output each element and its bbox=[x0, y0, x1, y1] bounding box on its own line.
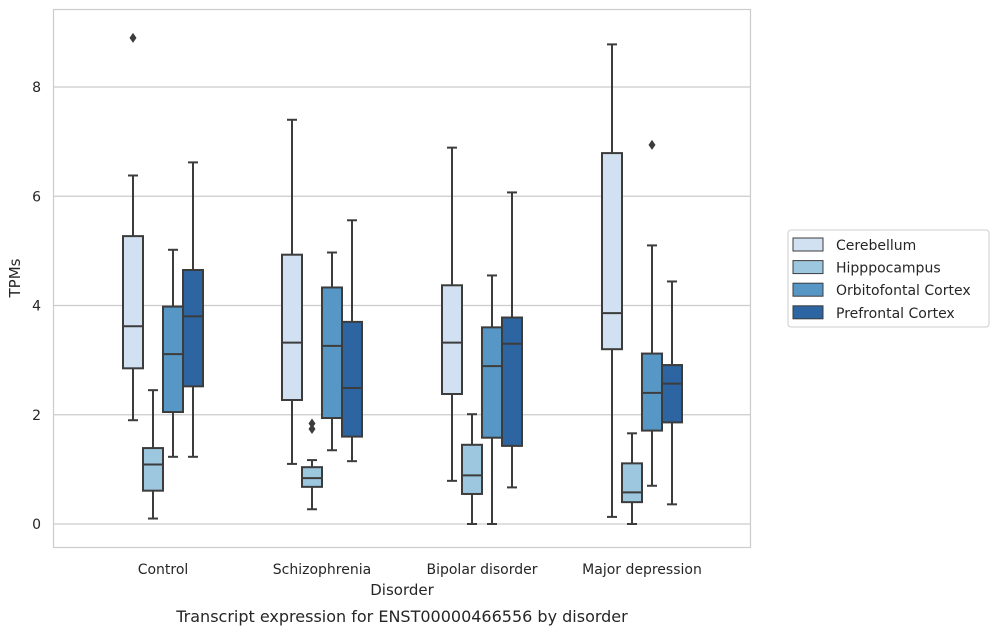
box bbox=[661, 280, 683, 506]
legend-swatch bbox=[792, 305, 824, 320]
box bbox=[601, 43, 623, 518]
y-axis-label: TPMs bbox=[6, 258, 24, 298]
box-iqr bbox=[142, 447, 164, 492]
box-iqr bbox=[481, 326, 503, 439]
box-iqr bbox=[162, 305, 184, 414]
x-tick-label: Bipolar disorder bbox=[426, 562, 537, 578]
box-series bbox=[122, 32, 683, 525]
chart-caption: Transcript expression for ENST0000046655… bbox=[175, 607, 628, 626]
box bbox=[641, 139, 663, 487]
legend-item: Hipppocampus bbox=[792, 260, 941, 277]
series-hipppocampus bbox=[142, 389, 643, 525]
outlier-point bbox=[308, 423, 316, 434]
box-iqr bbox=[281, 253, 303, 402]
outlier-point bbox=[129, 32, 137, 43]
box bbox=[301, 418, 323, 511]
box bbox=[321, 251, 343, 452]
y-tick-label: 0 bbox=[32, 517, 41, 533]
box-iqr bbox=[461, 443, 483, 495]
legend-label: Orbitofontal Cortex bbox=[836, 283, 971, 299]
box bbox=[461, 413, 483, 525]
y-tick-label: 6 bbox=[32, 189, 41, 205]
box-iqr bbox=[661, 364, 683, 424]
x-tick-label: Major depression bbox=[582, 562, 702, 578]
legend-item: Orbitofontal Cortex bbox=[792, 282, 971, 299]
box bbox=[142, 389, 164, 520]
box-iqr bbox=[601, 152, 623, 351]
x-tick-label: Schizophrenia bbox=[273, 562, 371, 578]
plot-area-frame bbox=[52, 8, 752, 549]
series-orbitofontal-cortex bbox=[162, 139, 663, 525]
box bbox=[182, 161, 204, 458]
box bbox=[441, 146, 463, 482]
x-axis-label: Disorder bbox=[370, 581, 434, 599]
series-cerebellum bbox=[122, 32, 623, 518]
legend-item: Prefrontal Cortex bbox=[792, 305, 955, 322]
legend-frame bbox=[787, 229, 990, 328]
legend-swatch bbox=[792, 282, 824, 297]
y-tick-label: 8 bbox=[32, 80, 41, 96]
x-tick-label: Control bbox=[138, 562, 189, 578]
legend-label: Hipppocampus bbox=[836, 261, 941, 277]
y-tick-label: 2 bbox=[32, 408, 41, 424]
y-tick-label: 4 bbox=[32, 299, 41, 315]
y-axis-ticks: 0 2 4 6 8 bbox=[32, 80, 41, 533]
box-iqr bbox=[182, 268, 204, 388]
box bbox=[281, 118, 303, 465]
box bbox=[501, 191, 523, 489]
box-iqr bbox=[441, 284, 463, 395]
box bbox=[341, 219, 363, 463]
series-prefrontal-cortex bbox=[182, 161, 683, 506]
legend-item: Cerebellum bbox=[792, 237, 916, 254]
legend: Cerebellum Hipppocampus Orbitofontal Corte… bbox=[787, 229, 990, 328]
x-axis-ticks: Control Schizophrenia Bipolar disorder Majo… bbox=[138, 562, 702, 578]
box bbox=[621, 432, 643, 525]
box-iqr bbox=[341, 320, 363, 438]
box-iqr bbox=[321, 286, 343, 420]
outlier-point bbox=[648, 139, 656, 150]
box-iqr bbox=[122, 235, 144, 370]
legend-label: Cerebellum bbox=[836, 238, 916, 254]
box bbox=[122, 32, 144, 422]
box-iqr bbox=[621, 462, 643, 504]
outlier-point bbox=[308, 418, 316, 429]
legend-swatch bbox=[792, 260, 824, 275]
legend-label: Prefrontal Cortex bbox=[836, 306, 955, 322]
legend-swatch bbox=[792, 237, 824, 252]
box-iqr bbox=[501, 316, 523, 447]
box-iqr bbox=[301, 466, 323, 488]
